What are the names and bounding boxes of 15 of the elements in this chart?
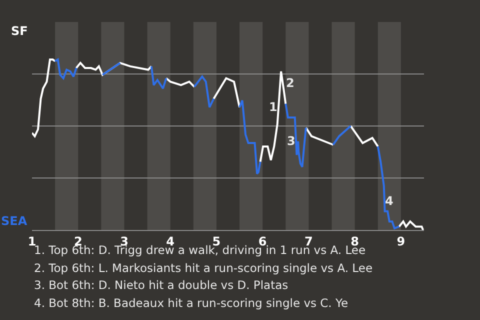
text: SF: [11, 24, 28, 38]
text: 4. Bot 8th: B. Badeaux hit a run-scoring single vs C. Ye: [34, 296, 348, 310]
annotation: 4: [385, 194, 394, 208]
x-tick-label: 7: [304, 234, 313, 248]
x-tick-label: 5: [212, 234, 221, 248]
x-tick-label: 9: [396, 234, 406, 248]
x-tick-label: 8: [350, 234, 359, 248]
annotation: 3: [287, 134, 296, 148]
annotation: 2: [286, 76, 294, 90]
x-tick-label: 1: [28, 234, 36, 248]
text: 2. Top 6th: L. Markosiants hit a run-scoring single vs A. Lee: [34, 261, 373, 275]
text: 3. Bot 6th: D. Nieto hit a double vs D. Platas: [34, 278, 288, 292]
x-tick-label: 4: [166, 234, 175, 248]
text: SEA: [1, 214, 28, 228]
annotation: 1: [269, 100, 278, 114]
